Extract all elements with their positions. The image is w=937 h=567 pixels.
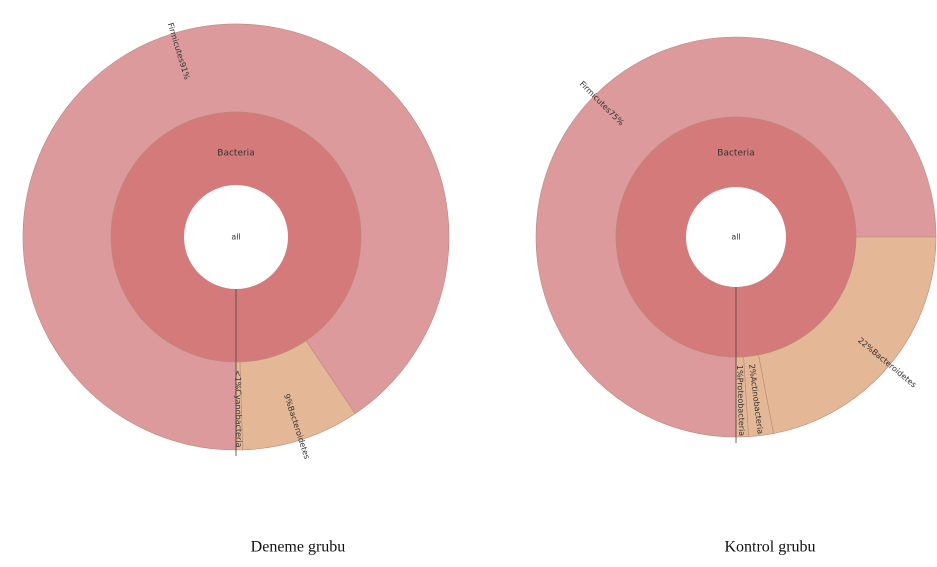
center-label: all	[731, 233, 740, 242]
value-label: 2%	[748, 363, 759, 377]
inner-label: Bacteria	[217, 149, 254, 159]
category-name: Proteobacteria	[736, 377, 747, 436]
inner-label: Bacteria	[717, 149, 754, 159]
center-hole	[184, 185, 288, 289]
chart-title: Deneme grubu	[251, 539, 346, 556]
center-label: all	[231, 233, 240, 242]
category-name: Cyanobacteria	[234, 389, 244, 447]
value-label: 1%	[736, 365, 745, 378]
center-hole	[686, 187, 786, 287]
chart-title: Kontrol grubu	[724, 539, 815, 556]
value-label: 9%	[282, 393, 295, 408]
segment-label: 1%Proteobacteria	[736, 365, 747, 437]
value-label: <1%	[234, 370, 243, 390]
segment-label: <1%Cyanobacteria	[234, 370, 244, 448]
